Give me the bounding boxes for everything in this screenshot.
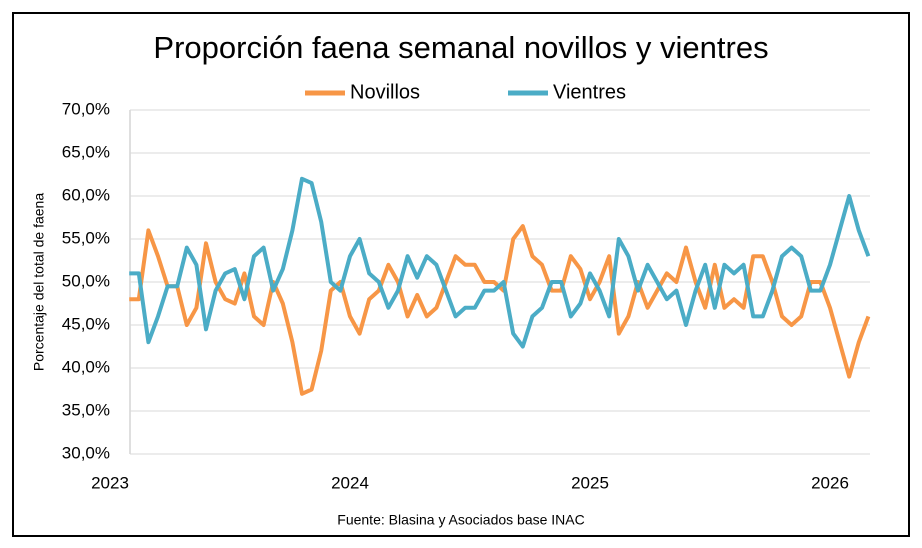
y-tick-label: 40,0% <box>62 357 110 376</box>
series-line <box>129 176 871 349</box>
legend-label: Novillos <box>350 81 420 103</box>
x-tick-label: 2024 <box>331 473 369 492</box>
source-note: Fuente: Blasina y Asociados base INAC <box>337 512 584 528</box>
y-tick-label: 55,0% <box>62 228 110 247</box>
y-tick-label: 65,0% <box>62 142 110 161</box>
y-tick-label: 30,0% <box>62 443 110 462</box>
chart-border <box>12 12 910 537</box>
y-tick-label: 60,0% <box>62 185 110 204</box>
y-axis-label: Porcentaje del total de faena <box>31 193 47 371</box>
y-tick-label: 50,0% <box>62 271 110 290</box>
chart-title: Proporción faena semanal novillos y vien… <box>153 30 768 65</box>
y-tick-label: 45,0% <box>62 314 110 333</box>
y-tick-label: 35,0% <box>62 400 110 419</box>
legend-label: Vientres <box>553 81 626 103</box>
y-tick-label: 70,0% <box>62 99 110 118</box>
x-tick-label: 2023 <box>91 473 129 492</box>
x-tick-label: 2025 <box>571 473 609 492</box>
x-tick-label: 2026 <box>811 473 849 492</box>
